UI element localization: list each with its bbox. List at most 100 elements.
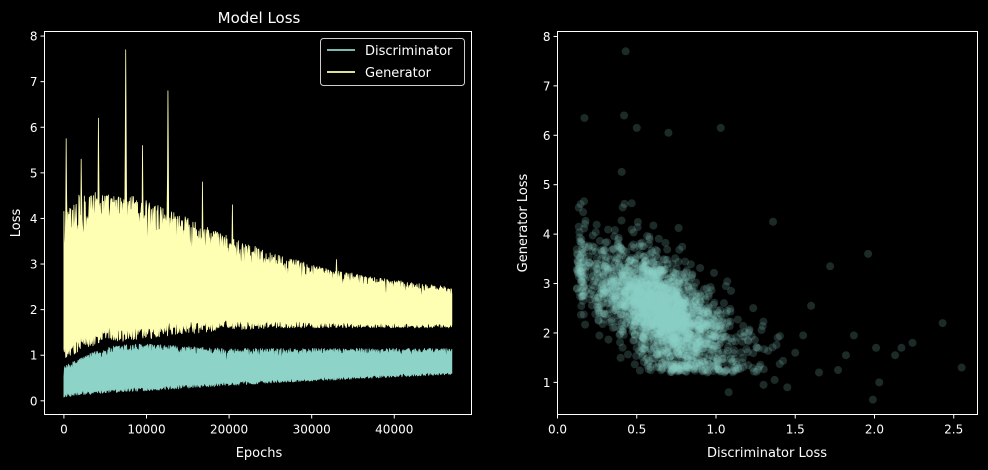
scatter-point [661, 298, 670, 306]
scatter-point [575, 264, 584, 273]
scatter-point [679, 361, 688, 370]
scatter-point [620, 296, 629, 305]
scatter-point [651, 297, 660, 306]
scatter-point [669, 300, 678, 309]
scatter-point [682, 297, 691, 306]
scatter-point [731, 354, 740, 363]
scatter-point [581, 219, 590, 228]
scatter-point [653, 315, 662, 324]
scatter-point [622, 307, 631, 316]
scatter-point [690, 322, 699, 331]
scatter-point [621, 286, 630, 295]
scatter-point [674, 278, 682, 287]
scatter-point [649, 293, 658, 302]
scatter-point [690, 315, 699, 324]
scatter-point [673, 333, 682, 342]
scatter-point [672, 301, 681, 310]
scatter-point [647, 290, 656, 299]
scatter-point [675, 344, 684, 353]
scatter-point [654, 330, 663, 339]
scatter-point [670, 337, 679, 346]
scatter-point [711, 336, 720, 345]
scatter-point [654, 298, 663, 307]
scatter-point [654, 359, 663, 368]
scatter-point [595, 284, 604, 293]
scatter-point [625, 296, 634, 305]
scatter-point [576, 253, 585, 262]
scatter-point [684, 323, 693, 332]
scatter-point [658, 308, 667, 317]
scatter-point [661, 306, 670, 315]
scatter-point [656, 302, 665, 311]
scatter-point [670, 309, 679, 318]
scatter-point [668, 364, 677, 373]
scatter-point [672, 303, 681, 312]
scatter-point [665, 314, 674, 323]
scatter-point [643, 304, 652, 313]
scatter-point [669, 315, 678, 324]
scatter-point [680, 275, 689, 284]
scatter-point [620, 267, 629, 276]
legend-box [320, 38, 465, 86]
scatter-point [653, 329, 662, 338]
scatter-point [675, 297, 684, 306]
scatter-point [704, 342, 713, 351]
scatter-point [664, 275, 673, 284]
scatter-point [637, 313, 646, 322]
scatter-point [724, 343, 733, 352]
scatter-point [649, 338, 658, 347]
scatter-point [588, 247, 597, 256]
scatter-point [654, 317, 663, 326]
scatter-chart-x-tick-label: 0.0 [548, 423, 567, 437]
scatter-point [637, 278, 646, 287]
scatter-point [703, 309, 712, 318]
scatter-point [651, 268, 660, 277]
scatter-point [692, 300, 701, 309]
scatter-point [647, 269, 656, 278]
scatter-point [635, 346, 644, 355]
loss-chart-x-tick-label: 40000 [375, 423, 413, 437]
scatter-point [688, 355, 697, 364]
legend: Discriminator Generator [320, 38, 465, 86]
scatter-point [655, 298, 664, 307]
scatter-point [662, 316, 671, 325]
scatter-point [630, 292, 639, 301]
scatter-point [579, 274, 588, 283]
scatter-point [662, 334, 671, 343]
scatter-point [667, 322, 676, 331]
scatter-point [676, 279, 685, 288]
scatter-point [660, 304, 669, 313]
scatter-point [575, 228, 584, 237]
scatter-point [676, 299, 685, 308]
scatter-point [661, 296, 670, 305]
scatter-point [687, 309, 696, 318]
scatter-point [713, 347, 722, 356]
scatter-point [625, 284, 634, 293]
scatter-point [664, 285, 673, 294]
scatter-point [672, 299, 681, 308]
scatter-point [655, 353, 664, 362]
scatter-point [672, 318, 681, 327]
scatter-point [683, 314, 692, 323]
scatter-point [646, 276, 655, 285]
scatter-point [636, 288, 645, 297]
scatter-point [703, 321, 712, 330]
scatter-point [674, 294, 683, 303]
scatter-point [614, 260, 623, 269]
scatter-point [669, 277, 678, 286]
scatter-point [639, 266, 648, 275]
scatter-point [677, 349, 686, 358]
scatter-point [654, 333, 663, 342]
scatter-point [652, 319, 661, 328]
scatter-chart-y-tick-label: 5 [543, 178, 551, 192]
scatter-point [670, 304, 679, 313]
scatter-point [636, 277, 645, 286]
scatter-point [652, 296, 661, 305]
scatter-point [676, 342, 685, 351]
scatter-point [734, 363, 743, 372]
scatter-point [648, 257, 657, 266]
scatter-point [630, 331, 639, 340]
scatter-point [586, 289, 595, 298]
scatter-point [718, 348, 727, 357]
scatter-point [656, 306, 665, 315]
